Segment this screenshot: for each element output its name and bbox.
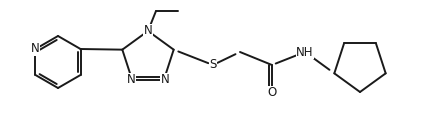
Text: N: N xyxy=(31,42,40,56)
Text: N: N xyxy=(127,73,136,86)
Text: N: N xyxy=(160,73,169,86)
Text: N: N xyxy=(144,24,152,38)
Text: S: S xyxy=(209,58,217,72)
Text: O: O xyxy=(268,87,276,99)
Text: NH: NH xyxy=(296,45,314,58)
